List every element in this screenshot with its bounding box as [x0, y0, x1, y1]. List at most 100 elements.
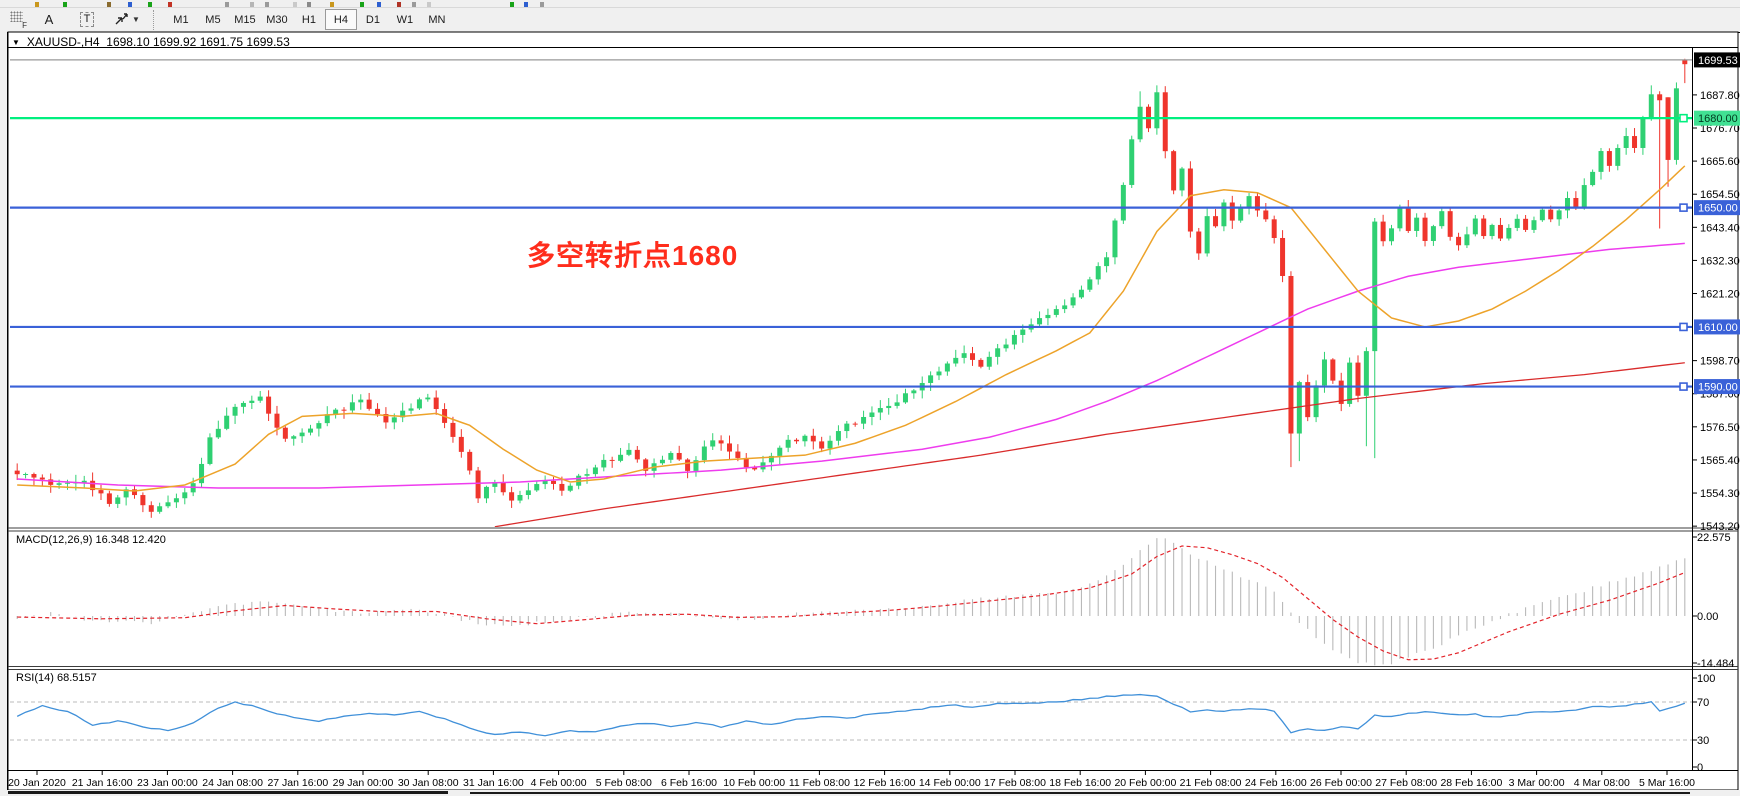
time-axis-label: 20 Feb 00:00 — [1114, 777, 1176, 789]
price-line-badge-label: 1610.00 — [1698, 322, 1738, 334]
time-scale-area[interactable] — [10, 771, 1692, 790]
toolbar-separator — [152, 9, 161, 30]
hline-marker — [1679, 113, 1688, 123]
time-axis-label: 23 Jan 00:00 — [137, 777, 198, 789]
clipped-icon-fragment — [225, 2, 229, 7]
rsi-tick-label: 30 — [1697, 735, 1709, 747]
price-line-badge — [1694, 52, 1740, 68]
price-tick-label: 1643.40 — [1700, 222, 1740, 234]
timeframe-button-group: M1 M5 M15 M30 H1 H4 D1 W1 MN — [165, 9, 453, 30]
timeframe-button-M5[interactable]: M5 — [205, 13, 221, 26]
time-axis-label: 29 Jan 00:00 — [333, 777, 394, 789]
scrollbar-segment[interactable] — [8, 791, 448, 794]
macd-tick-label: 0.00 — [1697, 611, 1718, 623]
dropdown-caret-icon: ▼ — [132, 15, 140, 24]
chart-title-text: XAUUSD-,H4 1698.10 1699.92 1691.75 1699.… — [26, 34, 290, 49]
timeframe-button-MN[interactable]: MN — [428, 13, 446, 26]
macd-plot — [16, 538, 1686, 666]
time-axis-label: 24 Feb 16:00 — [1245, 777, 1307, 789]
clipped-icon-fragment — [35, 2, 39, 7]
bottom-scroll-strip[interactable] — [0, 790, 1740, 796]
fibo-letter: F — [22, 21, 27, 30]
clipped-icon-fragment — [510, 2, 514, 7]
time-axis-label: 14 Feb 00:00 — [919, 777, 981, 789]
price-tick-label: 1565.40 — [1700, 455, 1740, 467]
clipped-icon-fragment — [427, 2, 431, 7]
clipped-icon-fragment — [168, 2, 172, 7]
timeframe-button-M30[interactable]: M30 — [266, 13, 288, 26]
time-axis-label: 3 Mar 00:00 — [1509, 777, 1565, 789]
timeframe-button-H1[interactable]: H1 — [301, 13, 316, 26]
price-tick-label: 1676.70 — [1700, 123, 1740, 135]
rsi-indicator-label: RSI(14) 68.5157 — [16, 672, 97, 684]
time-axis-label: 6 Feb 16:00 — [661, 777, 717, 789]
time-axis-label: 11 Feb 08:00 — [789, 777, 850, 789]
arrows-tool-button[interactable]: ▼ — [109, 9, 145, 30]
price-tick-label: 1543.20 — [1700, 521, 1740, 533]
price-tick-label: 1576.50 — [1700, 422, 1740, 434]
clipped-icon-fragment — [377, 2, 381, 7]
hline-marker — [1679, 203, 1688, 212]
time-axis-label: 27 Jan 16:00 — [267, 777, 328, 789]
collapse-triangle-icon[interactable]: ▼ — [12, 37, 20, 47]
price-tick-label: 1554.30 — [1700, 488, 1740, 500]
time-axis-label: 28 Feb 16:00 — [1440, 777, 1502, 789]
arrows-icon — [115, 13, 128, 25]
macd-tick-label: -14.484 — [1697, 658, 1734, 670]
chart-text-annotation: 多空转折点1680 — [527, 240, 739, 271]
macd-indicator-label: MACD(12,26,9) 16.348 12.420 — [16, 534, 166, 546]
macd-tick-label: 22.575 — [1697, 532, 1731, 544]
clipped-icon-fragment — [412, 2, 416, 7]
timeframe-button-W1[interactable]: W1 — [396, 13, 414, 26]
letter-a-icon: A — [44, 12, 54, 27]
chart-title-bar[interactable]: ▼ XAUUSD-,H4 1698.10 1699.92 1691.75 169… — [9, 34, 290, 49]
rsi-plot — [10, 693, 1692, 741]
text-box-tool-button[interactable]: T — [71, 9, 103, 30]
price-tick-label: 1598.70 — [1700, 356, 1740, 368]
price-tick-label: 1665.60 — [1700, 156, 1740, 168]
timeframe-button-D1[interactable]: D1 — [365, 13, 380, 26]
clipped-icon-fragment — [360, 2, 364, 7]
clipped-toolbar-icons-row — [0, 0, 1740, 8]
price-line-badge-label: 1680.00 — [1698, 113, 1738, 125]
chart-window-frame — [7, 31, 1739, 791]
price-line-badge — [1694, 379, 1740, 395]
price-line-badge — [1694, 110, 1740, 126]
clipped-icon-fragment — [330, 2, 334, 7]
time-axis-label: 12 Feb 16:00 — [854, 777, 916, 789]
time-axis-label: 26 Feb 00:00 — [1310, 777, 1372, 789]
line-studies-and-timeframe-toolbar: F A T ▼ M1 M5 M15 M30 H1 H4 D1 W1 MN — [0, 8, 1740, 31]
time-axis-label: 31 Jan 16:00 — [463, 777, 524, 789]
clipped-icon-fragment — [293, 2, 297, 7]
main-chart-area[interactable] — [10, 48, 1692, 527]
macd-area[interactable] — [10, 531, 1692, 666]
clipped-icon-fragment — [265, 2, 269, 7]
fibonacci-grid-tool-icon[interactable]: F — [10, 11, 27, 30]
clipped-icon-fragment — [250, 2, 254, 7]
time-axis-label: 21 Jan 16:00 — [72, 777, 133, 789]
clipped-icon-fragment — [148, 2, 152, 7]
scrollbar-segment-2[interactable] — [470, 792, 1690, 794]
text-label-tool-button[interactable]: A — [33, 9, 65, 30]
hline-marker — [1679, 322, 1688, 332]
time-axis-label: 4 Mar 08:00 — [1574, 777, 1630, 789]
rsi-area[interactable] — [10, 669, 1692, 770]
time-axis-label: 27 Feb 08:00 — [1375, 777, 1437, 789]
price-line-badge-label: 1650.00 — [1698, 203, 1738, 215]
time-axis-label: 18 Feb 16:00 — [1049, 777, 1111, 789]
timeframe-button-M15[interactable]: M15 — [234, 13, 256, 26]
price-tick-label: 1687.80 — [1700, 90, 1740, 102]
time-axis-label: 5 Feb 08:00 — [596, 777, 652, 789]
clipped-icon-fragment — [524, 2, 528, 7]
letter-t-icon: T — [79, 12, 95, 27]
price-scale-area[interactable] — [1692, 48, 1738, 770]
rsi-tick-label: 0 — [1697, 762, 1703, 774]
time-axis-label: 4 Feb 00:00 — [531, 777, 587, 789]
timeframe-button-M1[interactable]: M1 — [173, 13, 189, 26]
timeframe-button-H4[interactable]: H4 — [324, 9, 357, 30]
time-axis-label: 5 Mar 16:00 — [1639, 777, 1695, 789]
clipped-icon-fragment — [540, 2, 544, 7]
price-line-badge-label: 1699.53 — [1698, 55, 1738, 67]
